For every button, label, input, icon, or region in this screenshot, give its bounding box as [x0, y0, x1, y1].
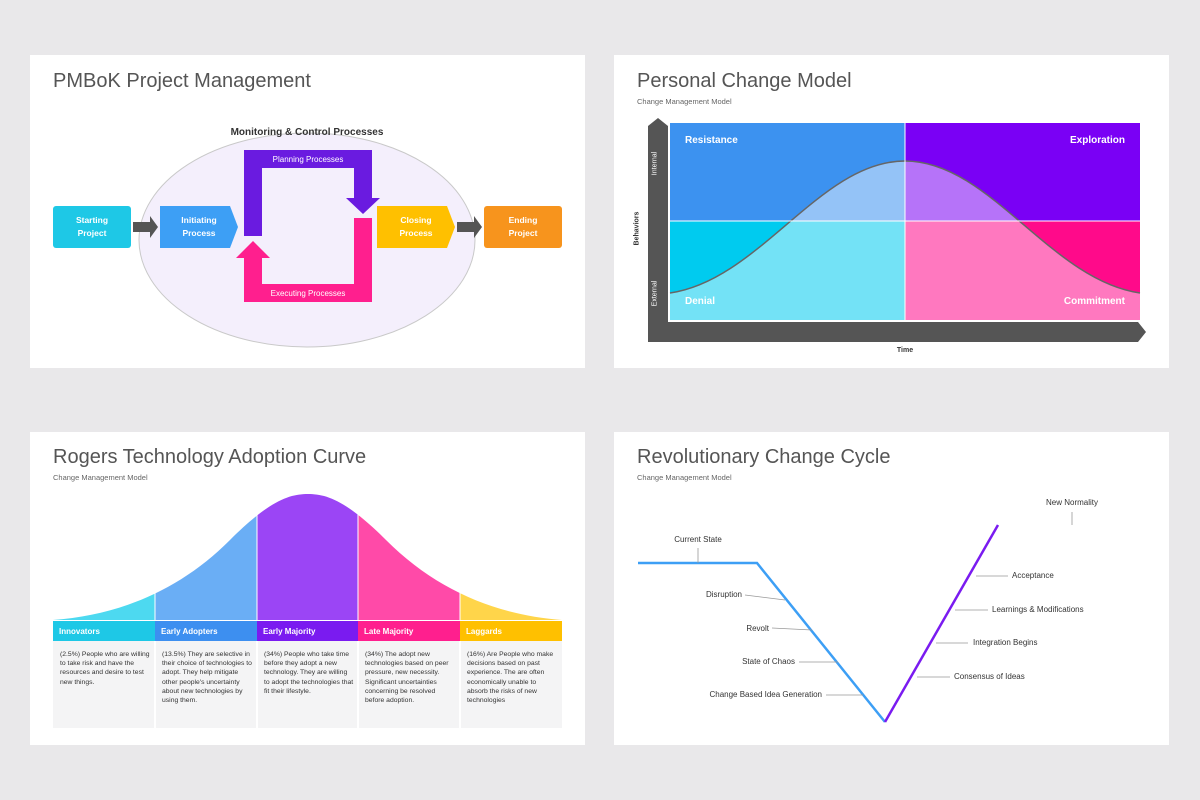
card — [614, 432, 1169, 745]
segment — [53, 494, 155, 620]
stage-label: Integration Begins — [973, 638, 1038, 647]
quadrant-label: Commitment — [1063, 296, 1125, 307]
stage-label: Revolt — [746, 624, 769, 633]
node-shape — [484, 206, 562, 248]
segment-name: Laggards — [460, 621, 562, 641]
node: Starting Project — [75, 215, 109, 238]
node: Closing Process — [399, 215, 433, 238]
segment-text: (16%) Are People who make decisions base… — [467, 651, 554, 704]
stage-label: Learnings & Modifications — [992, 605, 1084, 614]
stage-label: Change Based Idea Generation — [709, 690, 822, 699]
title: Rogers Technology Adoption Curve — [53, 446, 367, 468]
node: Ending Project — [508, 215, 538, 238]
rise-line — [883, 524, 1000, 723]
title: Personal Change Model — [637, 70, 852, 92]
segment — [257, 494, 358, 620]
node: Initiating Process — [181, 215, 217, 238]
arrowhead — [346, 198, 380, 214]
segment — [155, 494, 257, 620]
desc-bg — [53, 641, 562, 728]
node-shape — [377, 206, 455, 248]
group-label: Monitoring & Control Processes — [230, 127, 384, 138]
stage-label: Current State — [674, 535, 722, 544]
subtitle: Change Management Model — [637, 97, 732, 106]
loop-label: Executing Processes — [270, 289, 346, 298]
segment — [460, 494, 562, 620]
y-axis-label: Behaviors — [633, 211, 641, 246]
arrowhead — [236, 241, 270, 258]
executing-loop — [244, 218, 372, 302]
segment-name: Innovators — [53, 621, 155, 641]
quadrant-label: Denial — [685, 296, 716, 307]
stage-label: Acceptance — [1012, 571, 1054, 580]
node-shape — [160, 206, 238, 248]
segment-text: (34%) People who take time before they a… — [264, 651, 354, 695]
arrow — [133, 216, 158, 238]
arrow — [457, 216, 482, 238]
y-label: Internal — [651, 151, 659, 176]
title: PMBoK Project Management — [53, 70, 311, 92]
stage-label: Disruption — [705, 590, 742, 599]
segment — [358, 494, 460, 620]
subtitle: Change Management Model — [53, 473, 148, 482]
segment-text: (34%) The adopt new technologies based o… — [365, 651, 449, 704]
quadrant — [670, 221, 905, 320]
group-ellipse — [138, 132, 476, 348]
segment-text: (2.5%) People who are willing to take ri… — [60, 651, 150, 686]
quadrant-label: Resistance — [685, 135, 738, 146]
x-axis-label: Time — [896, 347, 914, 354]
segment-name: Early Adopters — [155, 621, 257, 641]
segment-text: (13.5%) They are selective in their choi… — [162, 651, 252, 704]
planning-loop — [244, 150, 372, 236]
leaders — [697, 512, 1073, 696]
quadrant — [905, 221, 1140, 320]
y-label: External — [651, 280, 659, 307]
title: Revolutionary Change Cycle — [637, 446, 891, 468]
stage-label: New Normality — [1045, 498, 1098, 507]
stage-label: Consensus of Ideas — [954, 672, 1025, 681]
segment-name: Late Majority — [358, 621, 460, 641]
node-shape — [53, 206, 131, 248]
loop-label: Planning Processes — [272, 155, 344, 164]
decline-line — [638, 561, 886, 723]
quadrant — [905, 123, 1140, 221]
segment-name: Early Majority — [257, 621, 358, 641]
quadrant — [670, 123, 905, 221]
quadrant-label: Exploration — [1069, 135, 1125, 146]
subtitle: Change Management Model — [637, 473, 732, 482]
stage-label: State of Chaos — [742, 657, 795, 666]
